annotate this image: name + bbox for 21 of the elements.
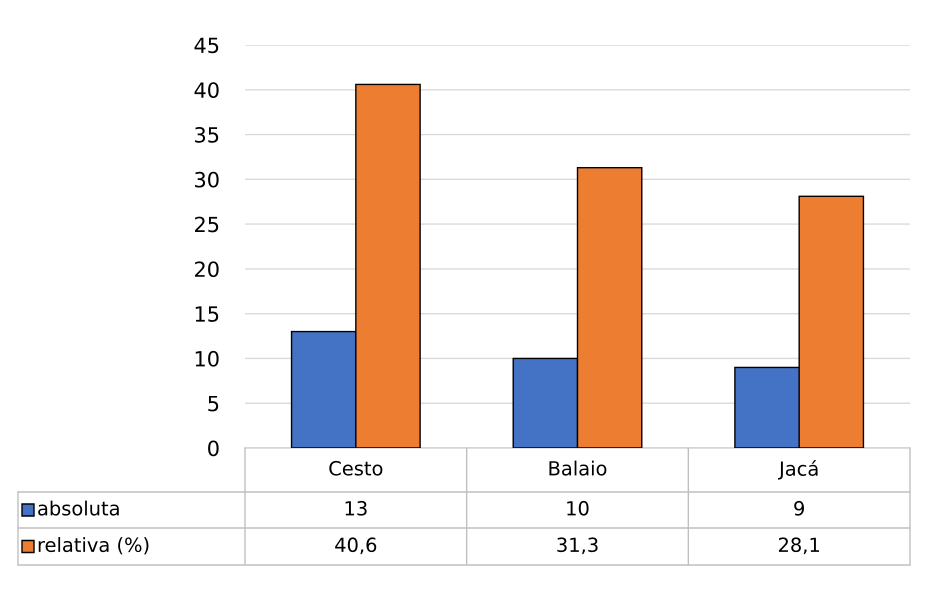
data-label: 10 xyxy=(567,500,589,516)
legend-label: relativa (%) xyxy=(38,537,148,554)
data-label: 28,1 xyxy=(778,537,820,554)
y-tick-label: 20 xyxy=(195,261,219,278)
y-tick-label: 5 xyxy=(208,396,218,412)
y-tick-label: 10 xyxy=(196,350,219,367)
data-label: 31,3 xyxy=(557,537,598,554)
data-label: 40,6 xyxy=(335,537,376,554)
legend-label: absoluta xyxy=(38,500,119,516)
y-tick-label: 40 xyxy=(194,82,219,98)
y-tick-label: 45 xyxy=(194,38,218,54)
x-tick-label: Balaio xyxy=(549,460,606,476)
x-tick-label: Jacá xyxy=(778,460,818,480)
y-tick-label: 30 xyxy=(195,172,219,188)
y-tick-label: 25 xyxy=(195,216,218,232)
data-label: 9 xyxy=(794,500,804,516)
x-tick-label: Cesto xyxy=(329,460,382,476)
y-tick-label: 15 xyxy=(196,306,218,322)
y-tick-label: 35 xyxy=(195,127,218,143)
data-label: 13 xyxy=(346,500,367,516)
y-tick-label: 0 xyxy=(208,440,219,456)
